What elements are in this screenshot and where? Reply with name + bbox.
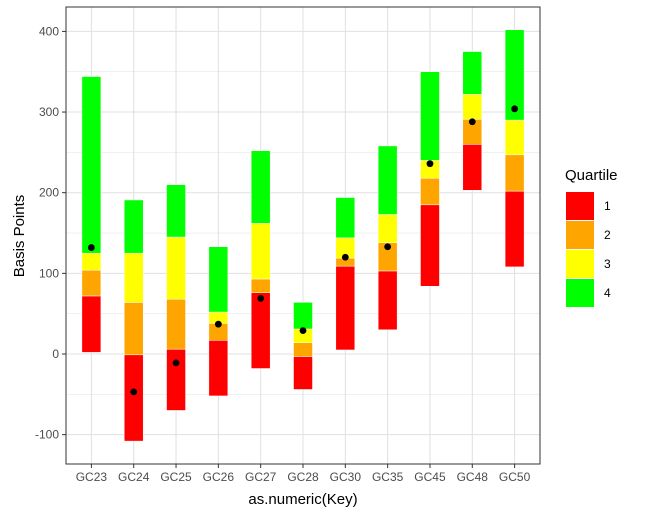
data-point-GC24 xyxy=(130,388,138,396)
data-point-GC30 xyxy=(341,253,349,261)
bar-segment-q1-GC30 xyxy=(335,265,356,351)
data-point-GC23 xyxy=(87,244,95,251)
x-tick-label: GC23 xyxy=(76,470,108,484)
legend-key-3 xyxy=(566,250,594,278)
bar-segment-q4-GC45 xyxy=(420,71,440,161)
bar-segment-q3-GC35 xyxy=(377,214,398,243)
bar-segment-q4-GC27 xyxy=(250,150,271,224)
bar-segment-q4-GC25 xyxy=(166,184,186,238)
bar-segment-q1-GC25 xyxy=(166,348,186,411)
bar-segment-q2-GC50 xyxy=(504,154,525,192)
legend-label: 1 xyxy=(604,199,611,213)
bar-segment-q3-GC23 xyxy=(81,252,102,271)
bars-layer xyxy=(81,29,525,442)
bar-segment-q2-GC25 xyxy=(166,298,186,350)
bar-segment-q3-GC24 xyxy=(123,252,144,303)
data-point-GC48 xyxy=(468,118,476,126)
x-axis: GC23 GC24 GC25 GC26 GC27 GC28 GC30 GC35 GC45 GC48… xyxy=(76,464,531,484)
legend-label: 2 xyxy=(604,228,611,242)
y-tick-label: 200 xyxy=(39,186,59,200)
bar-segment-q3-GC48 xyxy=(462,94,483,120)
bar-segment-q1-GC26 xyxy=(208,340,229,397)
bar-segment-q1-GC23 xyxy=(81,295,102,353)
x-tick-label: GC35 xyxy=(372,470,404,484)
x-tick-label: GC50 xyxy=(499,470,531,484)
bar-segment-q2-GC23 xyxy=(81,269,102,297)
bar-segment-q4-GC48 xyxy=(462,51,483,95)
bar-segment-q1-GC48 xyxy=(462,144,483,191)
legend-label: 4 xyxy=(604,286,611,300)
bar-segment-q4-GC23 xyxy=(81,76,102,254)
legend-key-4 xyxy=(566,279,594,307)
y-tick-label: 100 xyxy=(39,266,59,280)
legend-title: Quartile xyxy=(565,167,618,184)
y-tick-label: 300 xyxy=(39,105,59,119)
bar-segment-q4-GC28 xyxy=(293,302,313,330)
x-tick-label: GC30 xyxy=(330,470,362,484)
x-tick-label: GC28 xyxy=(287,470,319,484)
points-layer xyxy=(87,105,519,396)
data-point-GC26 xyxy=(214,320,222,328)
y-axis: -100 0 100 200 300 400 xyxy=(35,24,66,442)
bar-segment-q4-GC30 xyxy=(335,197,356,239)
bar-segment-q1-GC28 xyxy=(293,356,313,390)
bar-segment-q1-GC27 xyxy=(250,292,271,369)
data-point-GC25 xyxy=(172,359,180,367)
y-tick-label: 0 xyxy=(52,347,59,361)
legend: Quartile 1 2 3 4 xyxy=(565,167,618,307)
y-tick-label: 400 xyxy=(39,24,59,38)
y-axis-title: Basis Points xyxy=(11,195,28,278)
x-tick-label: GC25 xyxy=(160,470,192,484)
legend-key-2 xyxy=(566,221,594,249)
x-tick-label: GC48 xyxy=(457,470,489,484)
bar-segment-q2-GC24 xyxy=(123,302,144,356)
bar-segment-q1-GC24 xyxy=(123,354,144,442)
x-tick-label: GC45 xyxy=(414,470,446,484)
bar-segment-q2-GC45 xyxy=(420,177,440,206)
data-point-GC28 xyxy=(299,327,307,335)
bar-segment-q4-GC50 xyxy=(504,29,525,121)
bar-segment-q4-GC26 xyxy=(208,246,229,313)
bar-segment-q3-GC50 xyxy=(504,119,525,156)
data-point-GC35 xyxy=(384,243,392,251)
bar-segment-q3-GC27 xyxy=(250,223,271,280)
bar-segment-q4-GC35 xyxy=(377,145,398,215)
y-tick-label: -100 xyxy=(35,428,59,442)
data-point-GC45 xyxy=(426,160,434,168)
bar-segment-q1-GC45 xyxy=(420,204,440,287)
data-point-GC27 xyxy=(257,294,265,302)
data-point-GC50 xyxy=(511,105,519,113)
bar-segment-q2-GC28 xyxy=(293,342,313,357)
x-axis-title: as.numeric(Key) xyxy=(248,491,357,508)
legend-key-1 xyxy=(566,192,594,220)
bar-segment-q3-GC25 xyxy=(166,236,186,300)
bar-segment-q1-GC50 xyxy=(504,190,525,268)
bar-segment-q2-GC27 xyxy=(250,278,271,293)
x-tick-label: GC24 xyxy=(118,470,150,484)
x-tick-label: GC26 xyxy=(203,470,235,484)
x-tick-label: GC27 xyxy=(245,470,277,484)
bar-segment-q1-GC35 xyxy=(377,270,398,331)
bar-segment-q4-GC24 xyxy=(123,199,144,254)
legend-label: 3 xyxy=(604,257,611,271)
